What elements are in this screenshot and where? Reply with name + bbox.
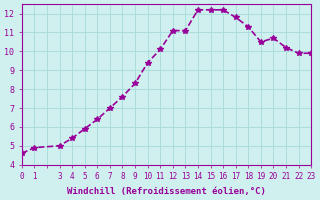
X-axis label: Windchill (Refroidissement éolien,°C): Windchill (Refroidissement éolien,°C) (67, 187, 266, 196)
